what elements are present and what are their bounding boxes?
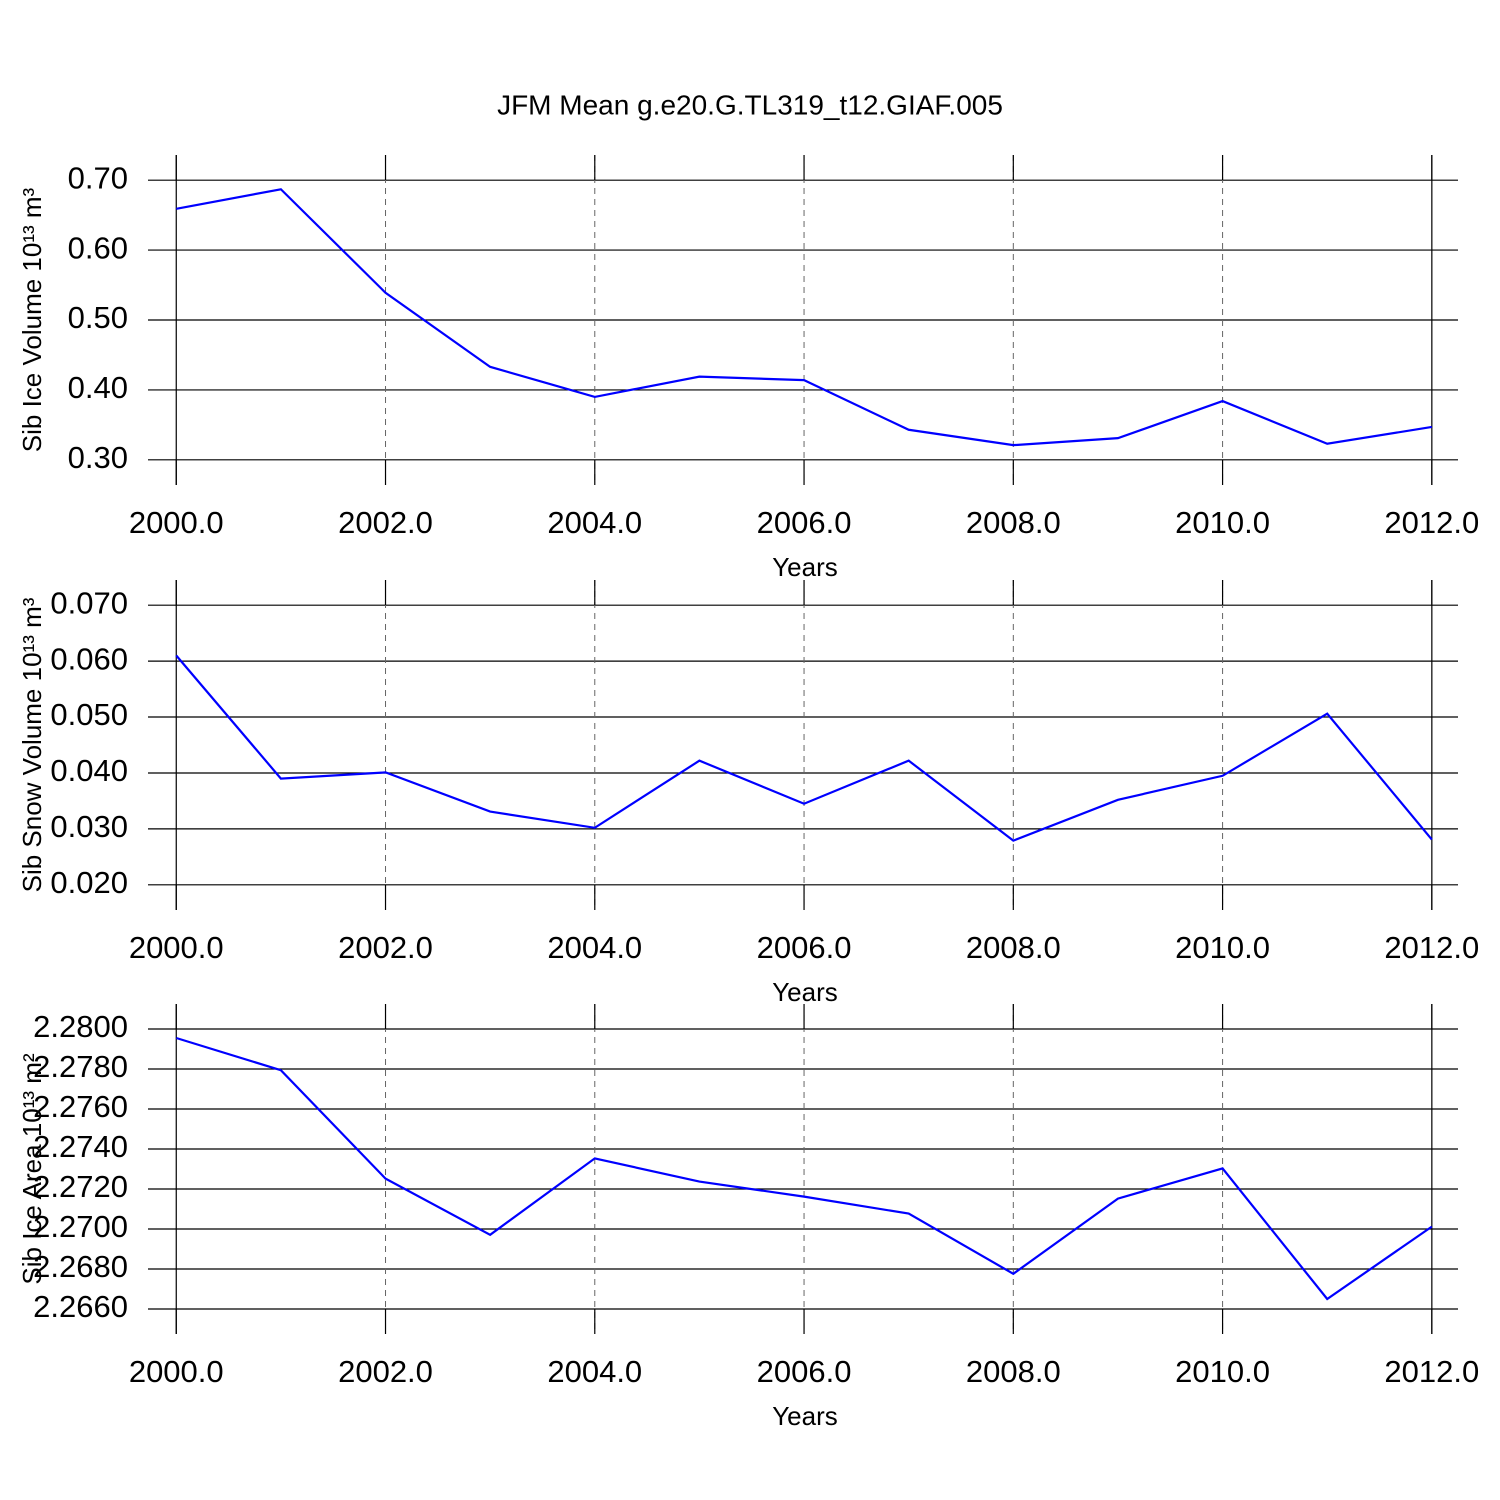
x-tick-label: 2004.0 — [547, 1354, 642, 1389]
y-tick-label: 2.2800 — [33, 1009, 128, 1044]
y-tick-label: 0.030 — [50, 809, 128, 844]
x-tick-label: 2006.0 — [757, 930, 852, 965]
x-tick-label: 2010.0 — [1175, 505, 1270, 540]
x-tick-label: 2008.0 — [966, 505, 1061, 540]
x-tick-label: 2012.0 — [1384, 1354, 1479, 1389]
x-tick-label: 2002.0 — [338, 1354, 433, 1389]
y-tick-label: 0.60 — [68, 230, 128, 265]
x-tick-label: 2004.0 — [547, 505, 642, 540]
y-tick-label: 0.70 — [68, 160, 128, 195]
x-tick-label: 2004.0 — [547, 930, 642, 965]
data-line — [175, 1036, 1433, 1301]
y-tick-label: 0.020 — [50, 865, 128, 900]
y-tick-label: 0.30 — [68, 440, 128, 475]
y-tick-label: 2.2740 — [33, 1129, 128, 1164]
x-tick-label: 2012.0 — [1384, 930, 1479, 965]
x-axis-title: Years — [772, 552, 838, 582]
x-tick-label: 2000.0 — [129, 1354, 224, 1389]
y-tick-label: 2.2720 — [33, 1169, 128, 1204]
x-tick-label: 2006.0 — [757, 505, 852, 540]
y-tick-label: 0.50 — [68, 300, 128, 335]
y-tick-label: 2.2660 — [33, 1289, 128, 1324]
x-tick-label: 2000.0 — [129, 505, 224, 540]
x-tick-label: 2008.0 — [966, 1354, 1061, 1389]
chart-title: JFM Mean g.e20.G.TL319_t12.GIAF.005 — [497, 89, 1003, 120]
x-axis-title: Years — [772, 1401, 838, 1431]
y-axis-title: Sib Ice Area 10¹³ m² — [17, 1053, 47, 1285]
y-tick-label: 0.040 — [50, 753, 128, 788]
y-tick-label: 0.050 — [50, 697, 128, 732]
data-line — [176, 188, 1433, 447]
y-tick-label: 2.2760 — [33, 1089, 128, 1124]
y-tick-label: 2.2680 — [33, 1249, 128, 1284]
y-axis-title: Sib Ice Volume 10¹³ m³ — [17, 187, 47, 452]
x-tick-label: 2000.0 — [129, 930, 224, 965]
y-axis-title: Sib Snow Volume 10¹³ m³ — [17, 597, 47, 892]
y-tick-label: 0.40 — [68, 370, 128, 405]
y-tick-label: 0.070 — [50, 585, 128, 620]
y-tick-label: 2.2700 — [33, 1209, 128, 1244]
x-tick-label: 2010.0 — [1175, 1354, 1270, 1389]
x-tick-label: 2012.0 — [1384, 505, 1479, 540]
x-tick-label: 2002.0 — [338, 505, 433, 540]
y-tick-label: 0.060 — [50, 641, 128, 676]
y-tick-label: 2.2780 — [33, 1049, 128, 1084]
x-tick-label: 2008.0 — [966, 930, 1061, 965]
x-tick-label: 2010.0 — [1175, 930, 1270, 965]
x-axis-title: Years — [772, 977, 838, 1007]
data-line — [175, 654, 1433, 842]
x-tick-label: 2006.0 — [757, 1354, 852, 1389]
x-tick-label: 2002.0 — [338, 930, 433, 965]
